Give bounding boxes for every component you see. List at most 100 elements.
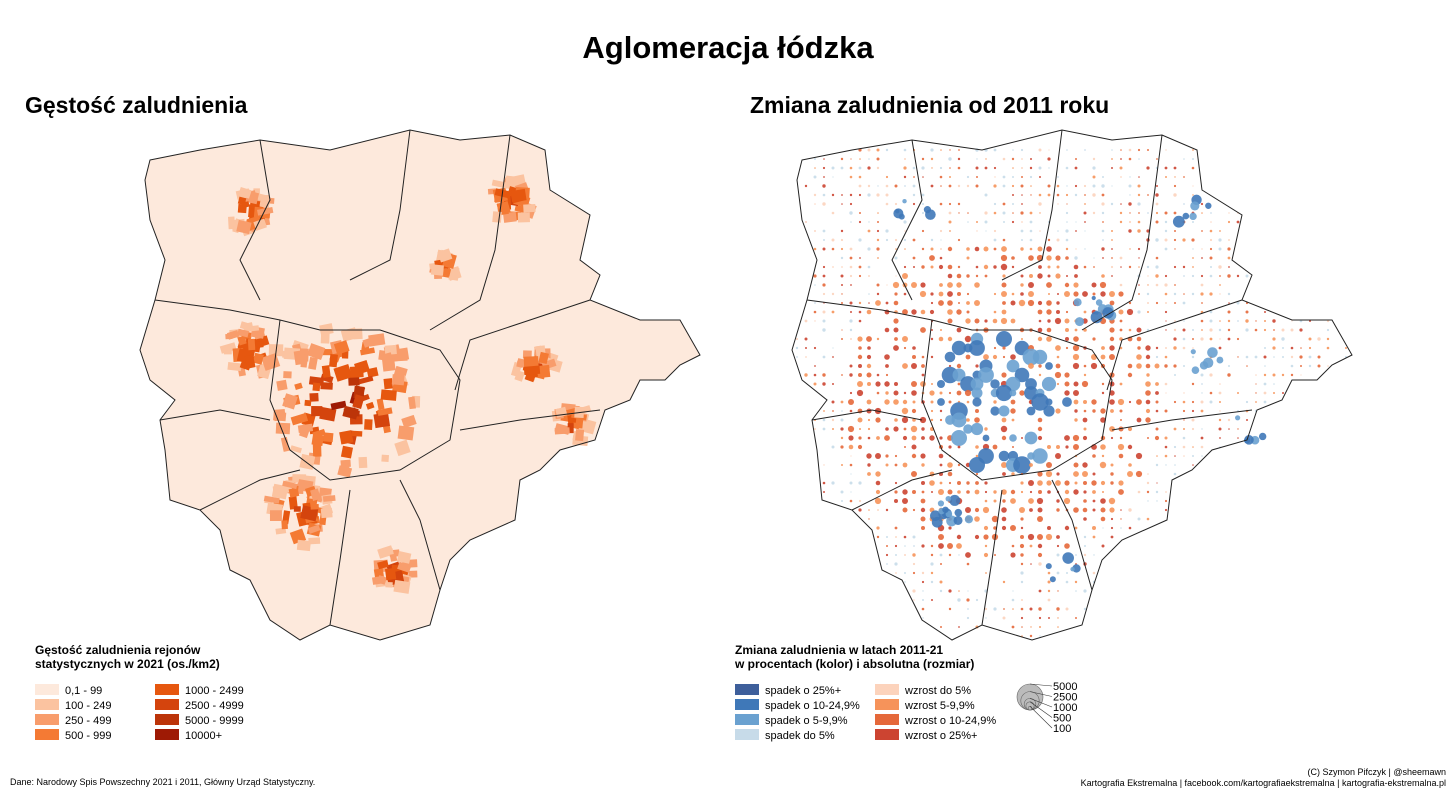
statistical-area — [494, 188, 512, 199]
settlement-change — [912, 490, 916, 494]
statistical-area — [371, 575, 386, 585]
settlement-change — [949, 176, 951, 178]
settlement-change — [822, 382, 826, 386]
settlement-change — [885, 373, 889, 377]
settlement-change — [1173, 238, 1177, 242]
settlement-change — [1192, 248, 1194, 250]
settlement-change — [1183, 275, 1185, 277]
settlement-change — [876, 535, 880, 539]
settlement-change — [930, 148, 934, 152]
statistical-area — [237, 336, 247, 346]
settlement-change — [1054, 317, 1062, 325]
settlement-change — [1073, 291, 1079, 297]
settlement-change — [1273, 356, 1275, 358]
statistical-area — [349, 366, 364, 378]
settlement-change — [1182, 436, 1186, 440]
settlement-change — [1038, 202, 1042, 206]
settlement-change — [956, 363, 962, 369]
settlement-change — [857, 381, 863, 387]
settlement-change — [957, 166, 961, 170]
settlement-change — [884, 399, 890, 405]
settlement-change — [822, 202, 826, 206]
settlement-change — [993, 184, 997, 188]
settlement-change — [877, 212, 879, 214]
settlement-change — [1174, 455, 1176, 457]
settlement-change — [1092, 184, 1096, 188]
settlement-change — [1002, 238, 1006, 242]
settlement-change — [1010, 525, 1016, 531]
settlement-change — [1001, 489, 1007, 495]
settlement-change — [1235, 415, 1241, 421]
settlement-change — [1062, 552, 1074, 564]
settlement-change — [1092, 292, 1096, 296]
municipality-border — [459, 409, 601, 431]
statistical-area — [401, 414, 417, 429]
settlement-change — [1057, 230, 1059, 232]
settlement-change — [901, 416, 909, 424]
settlement-change — [956, 390, 962, 396]
settlement-change — [1048, 167, 1050, 169]
settlement-change — [841, 293, 843, 295]
settlement-change — [920, 327, 926, 333]
settlement-change — [920, 282, 926, 288]
settlement-change — [1100, 417, 1106, 423]
settlement-change — [1020, 553, 1024, 557]
settlement-change — [912, 256, 916, 260]
settlement-change — [939, 391, 943, 395]
settlement-change — [857, 417, 863, 423]
settlement-change — [1291, 320, 1293, 322]
settlement-change — [1308, 364, 1312, 368]
settlement-change — [930, 337, 934, 341]
size-legend-leader — [1029, 683, 1053, 687]
settlement-change — [1282, 392, 1284, 394]
settlement-change — [1183, 392, 1185, 394]
settlement-change — [1100, 444, 1106, 450]
settlement-change — [1056, 238, 1060, 242]
statistical-area — [365, 401, 375, 410]
settlement-change — [921, 229, 925, 233]
main-title: Aglomeracja łódzka — [582, 30, 874, 65]
settlement-change — [1092, 157, 1096, 161]
settlement-change — [994, 554, 996, 556]
settlement-change — [1236, 301, 1240, 305]
settlement-change — [1263, 391, 1267, 395]
settlement-change — [875, 300, 881, 306]
legend-title: Zmiana zaludnienia w latach 2011-21 — [735, 643, 943, 657]
settlement-change — [1037, 417, 1043, 423]
settlement-change — [1019, 507, 1025, 513]
settlement-change — [1109, 291, 1115, 297]
settlement-change — [1147, 302, 1149, 304]
settlement-change — [1192, 194, 1194, 196]
settlement-change — [1074, 274, 1078, 278]
settlement-change — [1010, 489, 1016, 495]
settlement-change — [823, 464, 825, 466]
settlement-change — [939, 409, 943, 413]
statistical-area — [353, 328, 363, 340]
municipality-border — [159, 409, 271, 421]
settlement-change — [1138, 257, 1140, 259]
settlement-change — [1021, 599, 1023, 601]
settlement-change — [1046, 327, 1052, 333]
settlement-change — [913, 266, 915, 268]
settlement-change — [1102, 491, 1104, 493]
settlement-change — [1027, 299, 1035, 307]
region-area — [140, 130, 700, 640]
settlement-change — [1227, 328, 1231, 332]
statistical-area — [430, 264, 444, 276]
settlement-change — [1165, 491, 1167, 493]
settlement-change — [1145, 417, 1151, 423]
settlement-change — [971, 387, 983, 399]
settlement-change — [991, 515, 999, 523]
statistical-area — [448, 267, 460, 281]
municipality-border — [154, 299, 281, 321]
settlement-change — [1039, 230, 1041, 232]
settlement-change — [975, 454, 979, 458]
settlement-change — [841, 338, 843, 340]
settlement-change — [921, 247, 925, 251]
settlement-change — [1127, 426, 1133, 432]
settlement-change — [1272, 319, 1276, 323]
settlement-change — [911, 381, 917, 387]
settlement-change — [893, 327, 899, 333]
settlement-change — [1111, 149, 1113, 151]
settlement-change — [1101, 202, 1105, 206]
